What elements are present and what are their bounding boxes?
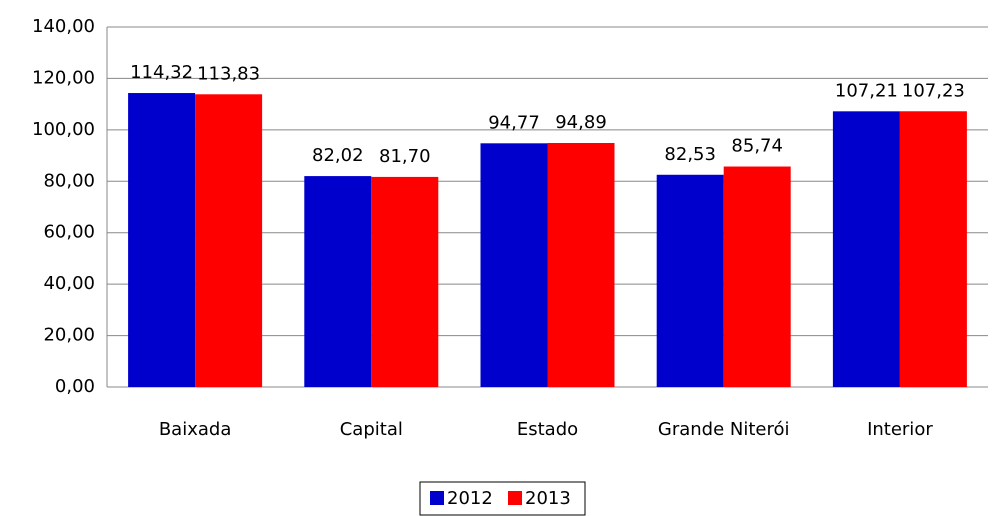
value-label: 107,21 — [835, 80, 898, 101]
bar — [304, 176, 372, 387]
bar — [899, 111, 967, 387]
x-tick-label: Interior — [867, 419, 933, 440]
legend-label: 2013 — [525, 488, 571, 509]
bar — [371, 176, 439, 387]
value-label: 94,77 — [488, 112, 540, 133]
x-tick-label: Baixada — [159, 419, 232, 440]
legend-swatch — [508, 491, 522, 505]
x-tick-label: Grande Niterói — [658, 419, 790, 440]
value-label: 94,89 — [555, 112, 607, 133]
x-tick-label: Capital — [340, 419, 403, 440]
value-label: 113,83 — [197, 63, 260, 84]
value-label: 114,32 — [130, 62, 193, 83]
bar — [128, 93, 196, 387]
value-label: 81,70 — [379, 146, 431, 167]
bar — [195, 94, 263, 388]
value-label: 82,53 — [664, 144, 716, 165]
y-tick-label: 60,00 — [43, 222, 95, 243]
y-tick-label: 20,00 — [43, 325, 95, 346]
x-tick-label: Estado — [517, 419, 578, 440]
y-tick-label: 40,00 — [43, 273, 95, 294]
bar — [723, 166, 791, 387]
legend-box — [419, 481, 586, 516]
bar — [547, 142, 615, 387]
y-tick-label: 140,00 — [32, 16, 95, 37]
y-tick-label: 100,00 — [32, 119, 95, 140]
value-label: 107,23 — [902, 80, 965, 101]
bar — [656, 174, 724, 387]
legend-swatch — [430, 491, 444, 505]
y-tick-label: 80,00 — [43, 170, 95, 191]
value-label: 85,74 — [731, 136, 783, 157]
value-label: 82,02 — [312, 145, 364, 166]
bar — [832, 111, 900, 388]
y-tick-label: 120,00 — [32, 67, 95, 88]
legend-label: 2012 — [447, 488, 493, 509]
bar — [480, 143, 548, 387]
y-tick-label: 0,00 — [55, 376, 95, 397]
